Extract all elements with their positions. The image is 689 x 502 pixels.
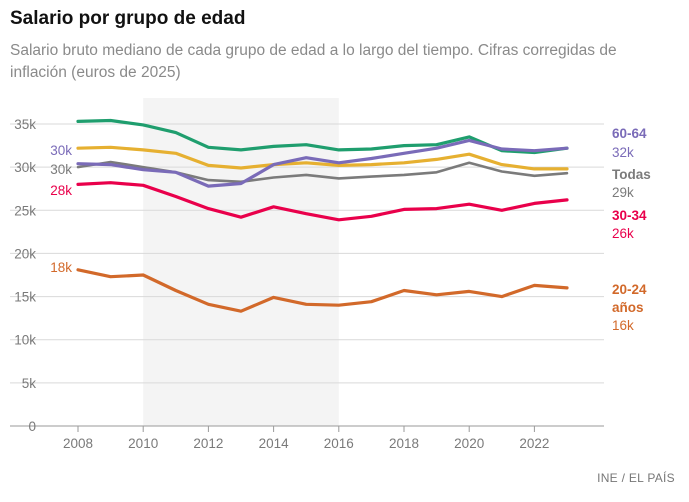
- y-tick-label: 20k: [14, 246, 36, 261]
- x-tick-label: 2020: [454, 436, 484, 451]
- y-tick-label: 10k: [14, 333, 36, 348]
- end-name-20-24: años: [612, 300, 644, 315]
- series-line-20-24: [76, 268, 569, 313]
- x-tick-label: 2010: [128, 436, 158, 451]
- source-credit: INE / EL PAÍS: [597, 471, 675, 485]
- start-label-20-24: 18k: [50, 260, 72, 275]
- x-tick-label: 2012: [193, 436, 223, 451]
- chart-subtitle: Salario bruto mediano de cada grupo de e…: [10, 42, 617, 81]
- series-line-30-34: [76, 181, 569, 222]
- y-tick-label: 15k: [14, 290, 36, 305]
- end-value-todas: 29k: [612, 185, 634, 200]
- start-label-60-64: 30k: [50, 143, 72, 158]
- end-value-30-34: 26k: [612, 226, 634, 241]
- y-tick-label: 5k: [22, 376, 37, 391]
- end-name-20-24: 20-24: [612, 282, 647, 297]
- shaded-period: [143, 98, 339, 426]
- series-line-amarillo: [76, 145, 569, 171]
- end-value-60-64: 32k: [612, 145, 634, 160]
- y-tick-label: 0: [28, 419, 36, 434]
- x-tick-label: 2022: [519, 436, 549, 451]
- x-tick-label: 2016: [324, 436, 354, 451]
- series-line-60-64: [76, 138, 569, 188]
- end-name-30-34: 30-34: [612, 208, 647, 223]
- start-label-todas: 30k: [50, 162, 72, 177]
- end-value-20-24: 16k: [612, 318, 634, 333]
- y-tick-label: 25k: [14, 203, 36, 218]
- y-tick-label: 35k: [14, 117, 36, 132]
- x-tick-label: 2018: [389, 436, 419, 451]
- end-name-60-64: 60-64: [612, 126, 647, 141]
- chart-title: Salario por grupo de edad: [10, 8, 246, 29]
- x-tick-label: 2014: [259, 436, 290, 451]
- end-name-todas: Todas: [612, 167, 651, 182]
- start-label-30-34: 28k: [50, 183, 72, 198]
- x-tick-label: 2008: [63, 436, 93, 451]
- y-tick-label: 30k: [14, 160, 36, 175]
